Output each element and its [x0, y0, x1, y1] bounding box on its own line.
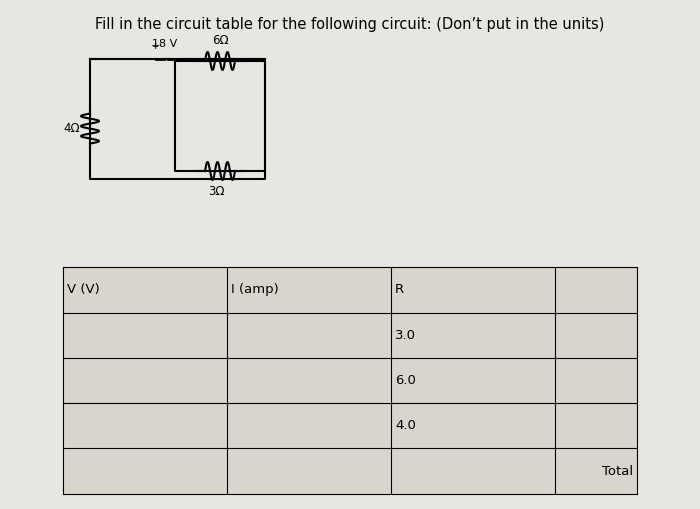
- Text: R: R: [395, 284, 404, 296]
- Text: 6.0: 6.0: [395, 374, 416, 387]
- Text: 3.0: 3.0: [395, 329, 416, 342]
- Text: +: +: [150, 41, 160, 51]
- Bar: [63, 267, 637, 494]
- Text: 3Ω: 3Ω: [208, 185, 224, 198]
- Text: I (amp): I (amp): [231, 284, 279, 296]
- Text: Total: Total: [602, 465, 633, 477]
- Text: 4Ω: 4Ω: [64, 122, 80, 135]
- Text: 4.0: 4.0: [395, 419, 416, 432]
- Text: 18 V: 18 V: [153, 39, 178, 49]
- Text: Fill in the circuit table for the following circuit: (Don’t put in the units): Fill in the circuit table for the follow…: [95, 17, 605, 32]
- Text: V (V): V (V): [67, 284, 99, 296]
- Text: 6Ω: 6Ω: [211, 34, 228, 47]
